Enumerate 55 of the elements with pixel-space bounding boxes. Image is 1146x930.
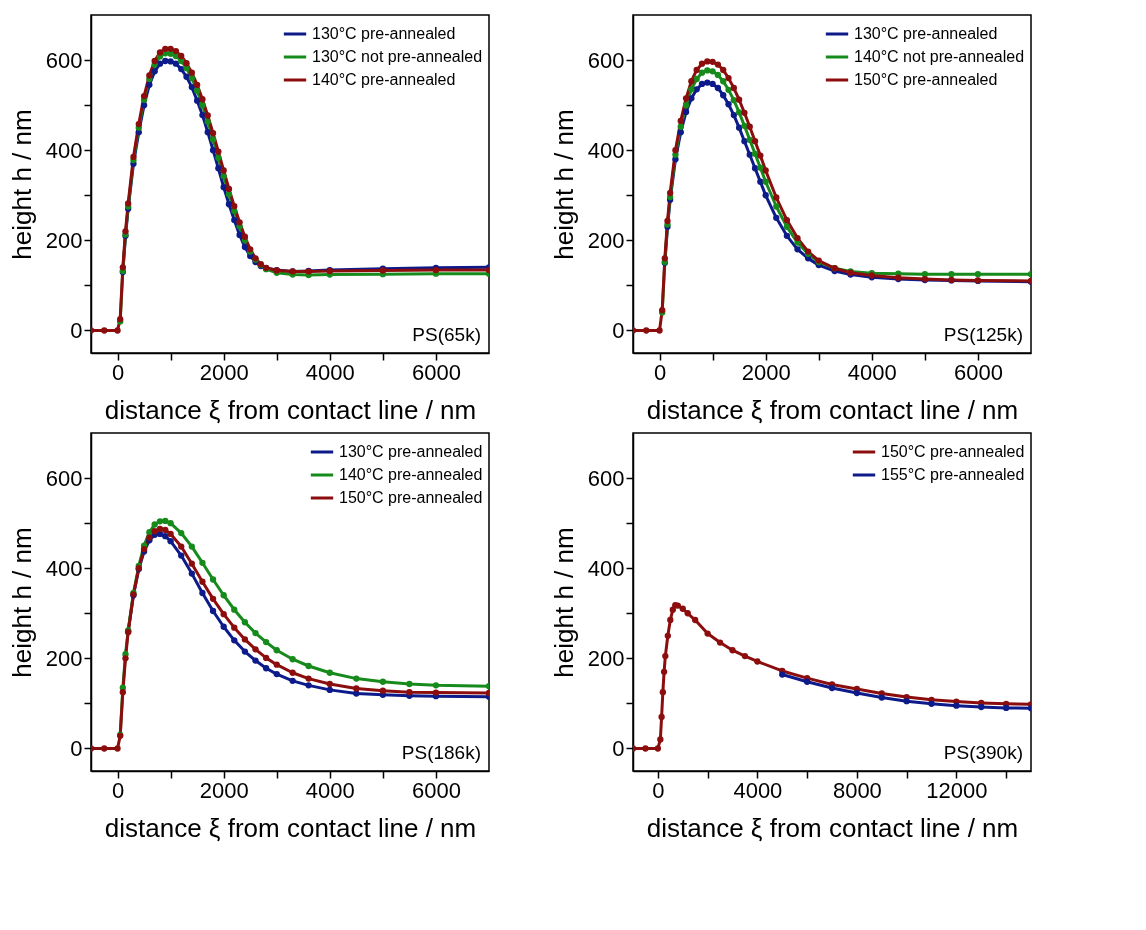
x-tick-label: 0: [111, 777, 125, 803]
x-tick-label: 4000: [305, 777, 355, 803]
legend-label: 130°C pre-annealed: [854, 25, 998, 42]
x-axis-title: distance ξ from contact line / nm: [646, 394, 1019, 425]
y-tick-label: 0: [70, 735, 83, 761]
y-tick-label: 0: [612, 317, 625, 343]
x-tick-label: 8000: [832, 777, 882, 803]
annotation: PS(65k): [412, 324, 481, 345]
x-tick-label: 12000: [926, 777, 988, 803]
x-tick-label: 0: [653, 359, 667, 385]
x-tick-label: 2000: [199, 359, 249, 385]
x-tick-label: 2000: [199, 777, 249, 803]
x-tick-label: 4000: [733, 777, 783, 803]
y-tick-label: 400: [45, 137, 83, 163]
x-tick-label: 2000: [741, 359, 791, 385]
legend-label: 130°C pre-annealed: [312, 25, 456, 42]
y-tick-label: 600: [45, 465, 83, 491]
y-tick-label: 400: [587, 137, 625, 163]
x-tick-label: 4000: [305, 359, 355, 385]
y-tick-label: 600: [587, 465, 625, 491]
legend-label: 130°C pre-annealed: [339, 443, 483, 460]
legend-label: 140°C not pre-annealed: [854, 48, 1025, 65]
y-tick-label: 200: [587, 227, 625, 253]
y-tick-label: 200: [587, 645, 625, 671]
y-tick-label: 600: [45, 47, 83, 73]
y-tick-label: 400: [45, 555, 83, 581]
x-tick-label: 0: [652, 777, 665, 803]
legend-label: 155°C pre-annealed: [881, 466, 1025, 483]
legend-label: 140°C pre-annealed: [312, 71, 456, 88]
y-axis-title: height h / nm: [6, 527, 37, 678]
legend-label: 150°C pre-annealed: [854, 71, 998, 88]
y-axis-title: height h / nm: [6, 109, 37, 260]
legend-label: 150°C pre-annealed: [881, 443, 1025, 460]
x-axis-title: distance ξ from contact line / nm: [104, 812, 477, 843]
annotation: PS(186k): [401, 742, 481, 763]
x-tick-label: 0: [111, 359, 125, 385]
y-tick-label: 600: [587, 47, 625, 73]
y-tick-label: 400: [587, 555, 625, 581]
legend-label: 130°C not pre-annealed: [312, 48, 483, 65]
x-axis-title: distance ξ from contact line / nm: [104, 394, 477, 425]
x-tick-label: 6000: [953, 359, 1003, 385]
y-axis-title: height h / nm: [548, 527, 579, 678]
x-tick-label: 6000: [411, 777, 461, 803]
x-tick-label: 4000: [847, 359, 897, 385]
y-tick-label: 0: [70, 317, 83, 343]
annotation: PS(125k): [943, 324, 1023, 345]
legend-label: 140°C pre-annealed: [339, 466, 483, 483]
y-tick-label: 200: [45, 227, 83, 253]
x-tick-label: 6000: [411, 359, 461, 385]
y-tick-label: 200: [45, 645, 83, 671]
annotation: PS(390k): [943, 742, 1023, 763]
x-axis-title: distance ξ from contact line / nm: [646, 812, 1019, 843]
y-axis-title: height h / nm: [548, 109, 579, 260]
y-tick-label: 0: [612, 735, 625, 761]
legend-label: 150°C pre-annealed: [339, 489, 483, 506]
